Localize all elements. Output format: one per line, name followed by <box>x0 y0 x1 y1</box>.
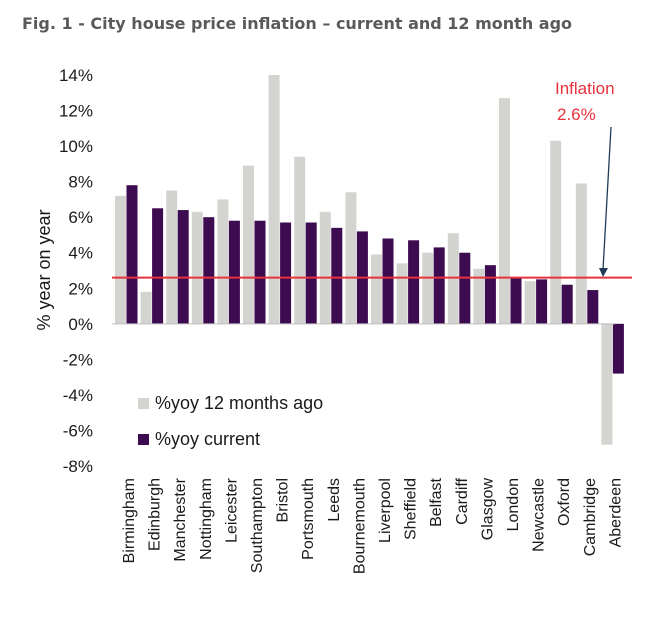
bar-12-months-ago <box>601 323 613 445</box>
y-tick-label: 2% <box>68 279 93 298</box>
x-category-label: Nottingham <box>198 478 215 560</box>
bar-12-months-ago <box>115 195 126 324</box>
bar-12-months-ago <box>217 199 229 324</box>
bar-current <box>177 210 189 324</box>
x-category-label: Belfast <box>428 477 445 526</box>
bar-12-months-ago <box>319 211 331 324</box>
x-category-label: Cambridge <box>582 478 599 556</box>
bar-current <box>536 279 548 324</box>
y-tick-label: 14% <box>59 66 93 85</box>
x-category-label: Bournemouth <box>351 478 368 574</box>
bar-12-months-ago <box>345 192 357 324</box>
y-tick-label: -2% <box>63 350 93 369</box>
x-category-label: Bristol <box>275 478 292 522</box>
figure-title: Fig. 1 - City house price inflation – cu… <box>22 14 573 33</box>
bar-current <box>382 238 394 324</box>
legend: %yoy 12 months ago %yoy current <box>138 393 323 449</box>
bar-12-months-ago <box>499 98 510 324</box>
bar-12-months-ago <box>396 263 408 324</box>
inflation-value-label: 2.6% <box>557 105 596 124</box>
bars-group <box>115 75 624 445</box>
x-category-label: Cardiff <box>454 477 471 524</box>
bar-current <box>280 222 292 324</box>
bar-12-months-ago <box>524 281 536 324</box>
bar-current <box>408 240 420 324</box>
x-category-label: Edinburgh <box>147 478 164 551</box>
bar-12-months-ago <box>140 291 152 324</box>
y-axis-label: % year on year <box>34 209 54 330</box>
x-category-label: Leeds <box>326 478 343 522</box>
bar-current <box>561 284 573 324</box>
x-category-label: Newcastle <box>531 478 548 552</box>
bar-current <box>587 290 599 324</box>
legend-swatch-12-months-ago <box>138 398 149 409</box>
x-category-label: Oxford <box>556 478 573 526</box>
x-category-label: Birmingham <box>121 478 138 563</box>
y-tick-label: -6% <box>63 421 93 440</box>
inflation-arrow <box>602 126 612 271</box>
bar-current <box>126 185 138 324</box>
x-category-label: Liverpool <box>377 478 394 543</box>
bar-current <box>612 323 624 374</box>
x-category-label: Southampton <box>249 478 266 573</box>
y-tick-label: -4% <box>63 386 93 405</box>
y-axis-ticks: -8% -6% -4% -2% 0% 2% 4% 6% 8% 10% 12% 14% <box>59 66 93 476</box>
bar-current <box>331 227 343 324</box>
y-tick-label: -8% <box>63 457 93 476</box>
bar-12-months-ago <box>243 165 254 324</box>
legend-label-12-months-ago: %yoy 12 months ago <box>155 393 323 413</box>
bar-12-months-ago <box>371 254 382 324</box>
y-tick-label: 8% <box>68 173 93 192</box>
bar-12-months-ago <box>575 183 587 324</box>
bar-current <box>203 217 215 324</box>
bar-current <box>152 208 164 324</box>
x-category-label: Aberdeen <box>607 478 624 547</box>
inflation-label: Inflation <box>555 79 615 98</box>
x-category-label: Manchester <box>172 477 189 561</box>
bar-current <box>228 220 240 324</box>
bar-current <box>510 277 522 324</box>
bar-current <box>254 220 266 324</box>
y-tick-label: 12% <box>59 102 93 121</box>
x-axis-categories: Birmingham Edinburgh Manchester Nottingham L… <box>121 477 624 574</box>
legend-label-current: %yoy current <box>155 429 260 449</box>
bar-current <box>459 252 471 324</box>
bar-12-months-ago <box>191 211 203 324</box>
y-tick-label: 10% <box>59 137 93 156</box>
bar-current <box>433 247 445 324</box>
y-tick-label: 0% <box>68 315 93 334</box>
bar-12-months-ago <box>166 190 178 324</box>
inflation-arrowhead <box>599 268 608 277</box>
bar-12-months-ago <box>473 268 485 324</box>
bar-current <box>484 265 496 324</box>
legend-swatch-current <box>138 434 149 445</box>
bar-12-months-ago <box>268 75 280 324</box>
x-category-label: Portsmouth <box>300 478 317 560</box>
x-category-label: Leicester <box>223 477 240 543</box>
y-tick-label: 4% <box>68 244 93 263</box>
bar-12-months-ago <box>550 140 562 324</box>
x-category-label: Sheffield <box>403 478 420 540</box>
bar-current <box>305 222 317 324</box>
x-category-label: Glasgow <box>479 478 496 541</box>
y-tick-label: 6% <box>68 208 93 227</box>
x-category-label: London <box>505 478 522 531</box>
bar-12-months-ago <box>294 156 306 324</box>
bar-12-months-ago <box>422 252 434 324</box>
inflation-reference: Inflation 2.6% <box>112 79 632 279</box>
